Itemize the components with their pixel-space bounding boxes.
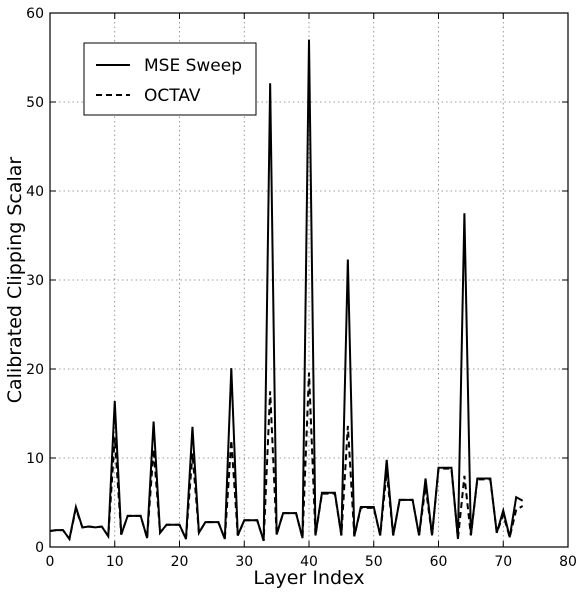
- legend: MSE Sweep OCTAV: [83, 42, 257, 116]
- legend-label-octav: OCTAV: [144, 86, 201, 106]
- y-axis-title: Calibrated Clipping Scalar: [4, 157, 26, 404]
- series-line-mse-sweep: [49, 39, 524, 542]
- y-tick-label-0: 0: [35, 540, 44, 556]
- x-tick-label-70: 70: [494, 554, 512, 570]
- y-tick-label-60: 60: [26, 6, 44, 22]
- legend-box: [83, 42, 257, 116]
- x-tick-label-10: 10: [106, 554, 124, 570]
- y-tick-label-40: 40: [26, 184, 44, 200]
- y-tick-label-50: 50: [26, 95, 44, 111]
- grid: [50, 13, 568, 547]
- x-tick-label-60: 60: [430, 554, 448, 570]
- y-tick-label-10: 10: [26, 451, 44, 467]
- x-axis-title: Layer Index: [253, 567, 364, 589]
- ticks: 0 10 20 30 40 50 60 70 80 0 10 20 30 40 50 60: [26, 6, 577, 570]
- x-tick-label-50: 50: [365, 554, 383, 570]
- x-tick-label-80: 80: [559, 554, 577, 570]
- x-tick-label-0: 0: [46, 554, 55, 570]
- x-tick-label-40: 40: [300, 554, 318, 570]
- y-tick-label-20: 20: [26, 362, 44, 378]
- legend-label-mse-sweep: MSE Sweep: [144, 56, 242, 76]
- y-tick-label-30: 30: [26, 273, 44, 289]
- x-tick-label-20: 20: [171, 554, 189, 570]
- series-layer: [49, 39, 524, 542]
- x-tick-label-30: 30: [235, 554, 253, 570]
